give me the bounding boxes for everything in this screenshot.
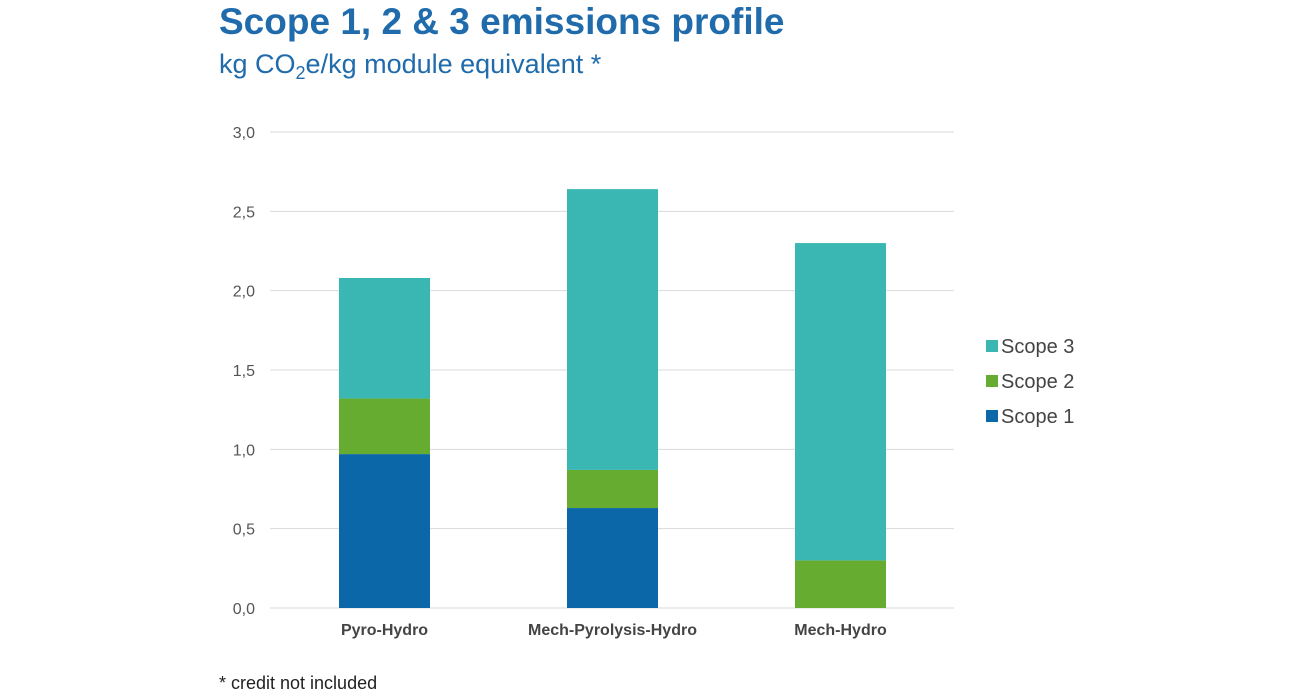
bar-scope-2 bbox=[567, 469, 658, 509]
y-tick-label: 2,5 bbox=[233, 204, 255, 221]
subtitle-unit-prefix: kg CO bbox=[219, 49, 296, 79]
legend-swatch-scope-3 bbox=[986, 340, 998, 352]
y-tick-label: 1,5 bbox=[233, 363, 255, 380]
footnote: * credit not included bbox=[219, 673, 378, 693]
x-category-label: Mech-Hydro bbox=[794, 622, 887, 639]
chart-subtitle: kg CO2e/kg module equivalent * bbox=[219, 46, 601, 82]
y-tick-label: 0,5 bbox=[233, 522, 255, 539]
bar-scope-3 bbox=[567, 189, 658, 470]
legend-label: Scope 1 bbox=[1001, 406, 1074, 428]
subtitle-subscript: 2 bbox=[295, 63, 306, 83]
bar-scope-3 bbox=[795, 243, 886, 561]
bar-scope-1 bbox=[567, 508, 658, 608]
y-tick-label: 3,0 bbox=[233, 125, 255, 142]
y-tick-label: 1,0 bbox=[233, 442, 255, 459]
bar-scope-2 bbox=[795, 560, 886, 608]
legend-swatch-scope-1 bbox=[986, 410, 998, 422]
legend-label: Scope 2 bbox=[1001, 371, 1074, 393]
bar-scope-2 bbox=[339, 398, 430, 455]
bar-scope-3 bbox=[339, 277, 430, 399]
legend-swatch-scope-2 bbox=[986, 375, 998, 387]
subtitle-unit-suffix: e/kg module equivalent * bbox=[305, 49, 602, 79]
chart-title: Scope 1, 2 & 3 emissions profile bbox=[219, 1, 785, 42]
bar-scope-1 bbox=[339, 454, 430, 608]
y-tick-label: 0,0 bbox=[233, 601, 255, 618]
x-category-label: Mech-Pyrolysis-Hydro bbox=[528, 622, 697, 639]
x-category-label: Pyro-Hydro bbox=[341, 622, 428, 639]
y-tick-label: 2,0 bbox=[233, 284, 255, 301]
legend-label: Scope 3 bbox=[1001, 336, 1074, 358]
